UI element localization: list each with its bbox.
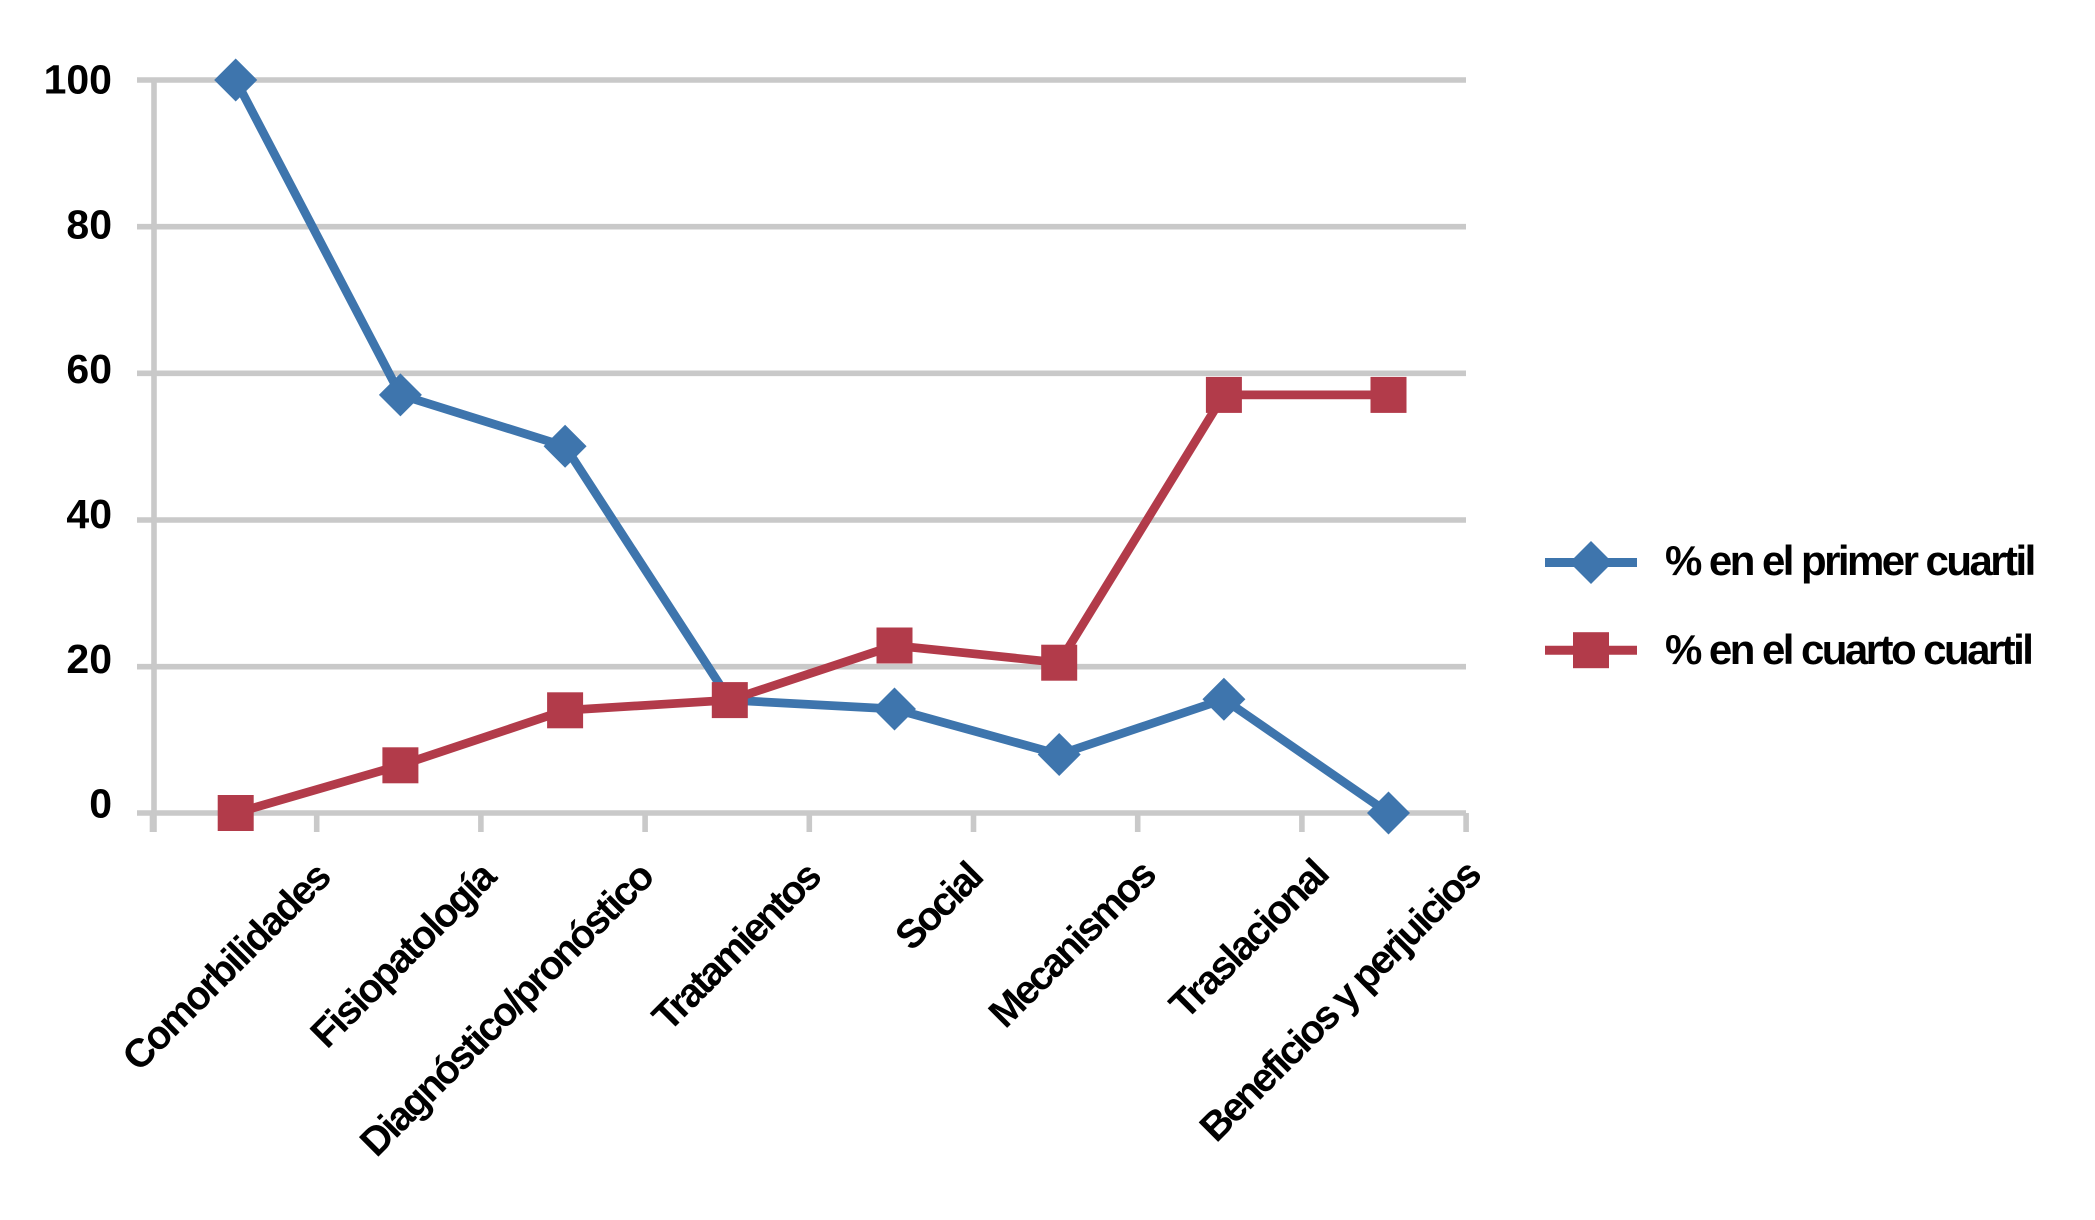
svg-text:0: 0 [89, 781, 112, 827]
svg-text:% en el cuarto cuartil: % en el cuarto cuartil [1665, 626, 2031, 673]
svg-text:20: 20 [66, 636, 112, 682]
svg-text:60: 60 [66, 346, 112, 392]
svg-text:100: 100 [44, 57, 112, 103]
svg-text:80: 80 [66, 201, 112, 247]
svg-text:40: 40 [66, 491, 112, 537]
svg-text:% en el primer cuartil: % en el primer cuartil [1665, 537, 2034, 584]
